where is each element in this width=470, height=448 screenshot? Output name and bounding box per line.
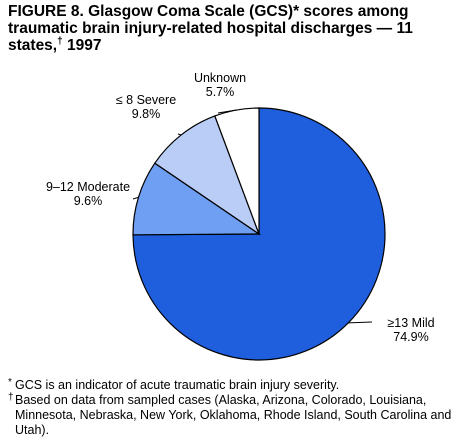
- pie-slice-1: [132, 107, 386, 361]
- pie-slice-2: [132, 162, 261, 236]
- pie-slices: [132, 107, 386, 361]
- footnote-marker: *: [8, 377, 12, 388]
- leader-line: [132, 196, 139, 200]
- slice-value-label: 9.6%: [74, 194, 103, 208]
- leader-line: [177, 133, 182, 136]
- footnote-marker: †: [8, 392, 14, 403]
- slice-label: 9–12 Moderate: [46, 180, 130, 194]
- footnotes: * GCS is an indicator of acute traumatic …: [8, 377, 464, 438]
- slice-value-label: 74.9%: [393, 330, 428, 344]
- footnote-text: GCS is an indicator of acute traumatic b…: [15, 378, 340, 392]
- slice-value-label: 9.8%: [132, 107, 161, 121]
- footnote-states: † Based on data from sampled cases (Alask…: [8, 392, 464, 438]
- leader-line: [217, 109, 237, 114]
- title-dagger: †: [57, 35, 63, 47]
- footnote-text: Based on data from sampled cases (Alaska…: [15, 393, 452, 437]
- figure-title-text: FIGURE 8. Glasgow Coma Scale (GCS)* scor…: [8, 3, 413, 54]
- slice-label: Unknown: [194, 71, 246, 85]
- footnote-gcs: * GCS is an indicator of acute traumatic …: [8, 377, 464, 393]
- title-year: 1997: [62, 37, 102, 54]
- slice-label: ≥13 Mild: [387, 316, 434, 330]
- figure-title: FIGURE 8. Glasgow Coma Scale (GCS)* scor…: [8, 3, 464, 54]
- leader-line: [348, 321, 373, 324]
- pie-slice-3: [153, 115, 261, 236]
- pie-slice-4: [214, 107, 260, 235]
- slice-value-label: 5.7%: [206, 85, 235, 99]
- slice-label: ≤ 8 Severe: [116, 93, 176, 107]
- leader-lines: [132, 109, 373, 324]
